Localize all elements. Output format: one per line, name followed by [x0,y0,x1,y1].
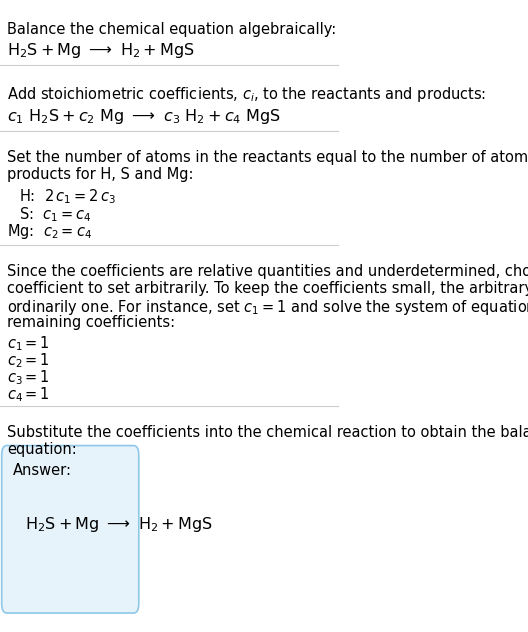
Text: Answer:: Answer: [13,463,72,478]
Text: $\mathrm{H_2S + Mg \ \longrightarrow \ H_2 + MgS}$: $\mathrm{H_2S + Mg \ \longrightarrow \ H… [25,515,213,534]
Text: Mg:  $c_2 = c_4$: Mg: $c_2 = c_4$ [7,222,92,241]
Text: $c_1 = 1$: $c_1 = 1$ [7,334,50,353]
Text: S:  $c_1 = c_4$: S: $c_1 = c_4$ [18,205,91,224]
FancyBboxPatch shape [2,446,139,613]
Text: Balance the chemical equation algebraically:: Balance the chemical equation algebraica… [7,22,336,37]
Text: coefficient to set arbitrarily. To keep the coefficients small, the arbitrary va: coefficient to set arbitrarily. To keep … [7,281,528,296]
Text: equation:: equation: [7,442,77,457]
Text: remaining coefficients:: remaining coefficients: [7,315,175,330]
Text: $c_4 = 1$: $c_4 = 1$ [7,386,50,404]
Text: Since the coefficients are relative quantities and underdetermined, choose a: Since the coefficients are relative quan… [7,264,528,279]
Text: Add stoichiometric coefficients, $c_i$, to the reactants and products:: Add stoichiometric coefficients, $c_i$, … [7,85,486,104]
Text: $c_3 = 1$: $c_3 = 1$ [7,368,50,387]
Text: Substitute the coefficients into the chemical reaction to obtain the balanced: Substitute the coefficients into the che… [7,425,528,440]
Text: ordinarily one. For instance, set $c_1 = 1$ and solve the system of equations fo: ordinarily one. For instance, set $c_1 =… [7,298,528,317]
Text: $c_1\ \mathrm{H_2S} + c_2\ \mathrm{Mg} \ \longrightarrow \ c_3\ \mathrm{H_2} + c: $c_1\ \mathrm{H_2S} + c_2\ \mathrm{Mg} \… [7,107,281,126]
Text: $c_2 = 1$: $c_2 = 1$ [7,351,50,370]
Text: products for H, S and Mg:: products for H, S and Mg: [7,167,193,183]
Text: $\mathrm{H_2S + Mg \ \longrightarrow \ H_2 + MgS}$: $\mathrm{H_2S + Mg \ \longrightarrow \ H… [7,41,194,60]
Text: H:  $2\,c_1 = 2\,c_3$: H: $2\,c_1 = 2\,c_3$ [18,188,116,207]
Text: Set the number of atoms in the reactants equal to the number of atoms in the: Set the number of atoms in the reactants… [7,150,528,166]
